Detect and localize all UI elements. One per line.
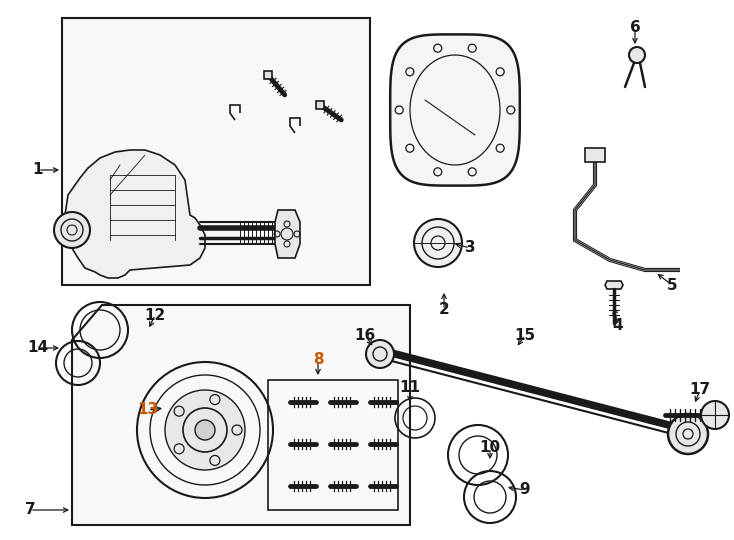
Circle shape bbox=[701, 401, 729, 429]
Polygon shape bbox=[65, 150, 205, 278]
Text: 14: 14 bbox=[27, 341, 48, 355]
Polygon shape bbox=[275, 210, 300, 258]
Circle shape bbox=[668, 414, 708, 454]
Circle shape bbox=[165, 390, 245, 470]
Bar bbox=[585, 148, 605, 162]
Bar bbox=[62, 18, 370, 285]
Circle shape bbox=[54, 212, 90, 248]
Text: 13: 13 bbox=[137, 402, 159, 417]
Text: 8: 8 bbox=[313, 353, 323, 368]
Bar bbox=[268, 380, 398, 510]
Circle shape bbox=[366, 340, 394, 368]
Text: 15: 15 bbox=[515, 327, 536, 342]
Text: 7: 7 bbox=[25, 503, 35, 517]
Text: 6: 6 bbox=[630, 19, 640, 35]
Circle shape bbox=[195, 420, 215, 440]
Circle shape bbox=[629, 47, 645, 63]
Polygon shape bbox=[72, 305, 410, 525]
Text: 2: 2 bbox=[439, 302, 449, 318]
Text: 10: 10 bbox=[479, 441, 501, 456]
Text: 3: 3 bbox=[465, 240, 476, 255]
Bar bbox=[316, 101, 324, 109]
Circle shape bbox=[414, 219, 462, 267]
Text: 17: 17 bbox=[689, 382, 711, 397]
Text: 11: 11 bbox=[399, 381, 421, 395]
Text: 5: 5 bbox=[666, 278, 677, 293]
Polygon shape bbox=[605, 281, 623, 289]
Text: 9: 9 bbox=[520, 483, 530, 497]
Text: 12: 12 bbox=[145, 307, 166, 322]
Text: 16: 16 bbox=[355, 327, 376, 342]
Bar bbox=[264, 71, 272, 79]
Text: 4: 4 bbox=[613, 318, 623, 333]
Text: 1: 1 bbox=[33, 163, 43, 178]
Polygon shape bbox=[390, 35, 520, 186]
